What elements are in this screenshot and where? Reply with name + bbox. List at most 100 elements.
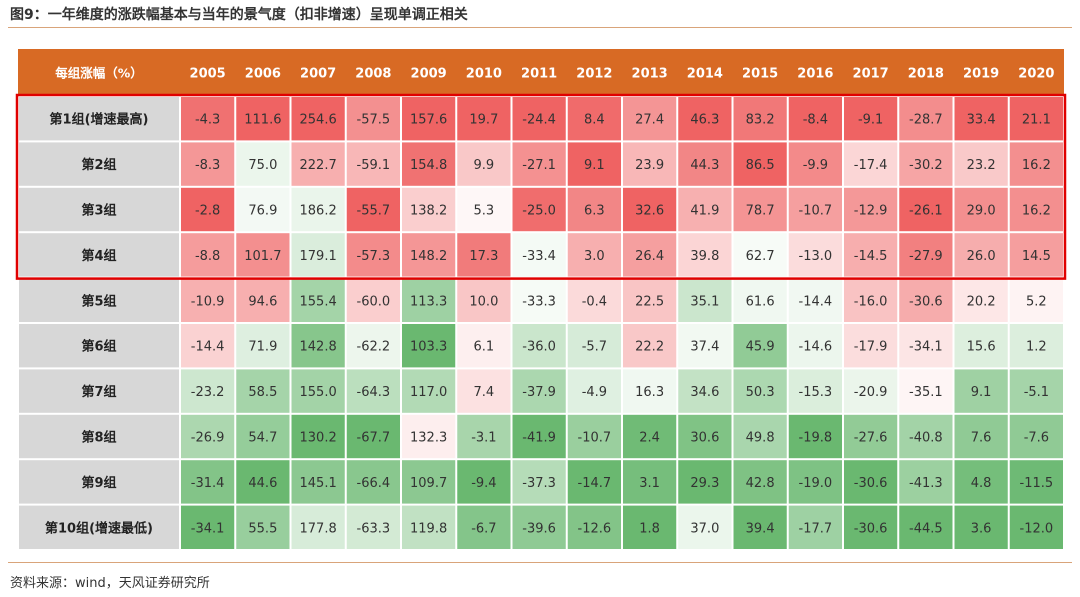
cell-value: 101.7 — [244, 249, 281, 264]
cell-bg — [236, 460, 290, 504]
cell-bg — [733, 460, 787, 504]
cell-value: 7.4 — [474, 385, 495, 400]
cell-value: 117.0 — [410, 385, 447, 400]
cell-value: 17.3 — [469, 249, 498, 264]
cell-value: 155.4 — [300, 294, 337, 309]
cell-bg — [346, 324, 400, 368]
cell-bg — [733, 369, 787, 413]
cell-value: -10.7 — [578, 431, 612, 446]
year-header-2010: 2010 — [466, 67, 502, 82]
cell-value: 6.1 — [474, 340, 495, 355]
cell-value: -33.4 — [522, 249, 556, 264]
cell-value: 179.1 — [300, 249, 337, 264]
cell-bg — [402, 233, 456, 277]
year-header-2012: 2012 — [576, 67, 612, 82]
cell-bg — [788, 414, 842, 459]
cell-value: 35.1 — [690, 294, 719, 309]
cell-value: -14.5 — [854, 249, 888, 264]
cell-bg — [733, 142, 787, 186]
cell-value: -34.1 — [191, 521, 225, 536]
cell-value: 138.2 — [410, 204, 447, 219]
cell-value: -8.3 — [195, 158, 220, 173]
cell-value: 3.0 — [584, 249, 605, 264]
cell-bg — [678, 414, 732, 459]
cell-value: 22.2 — [635, 340, 664, 355]
cell-value: 10.0 — [469, 294, 498, 309]
cell-value: -9.9 — [803, 158, 828, 173]
cell-bg — [567, 97, 621, 141]
cell-bg — [733, 97, 787, 141]
cell-bg — [954, 505, 1008, 549]
cell-bg — [457, 460, 511, 504]
cell-value: 157.6 — [410, 113, 447, 128]
cell-bg — [788, 505, 842, 549]
cell-value: 3.1 — [639, 476, 660, 491]
cell-bg — [567, 187, 621, 232]
cell-bg — [291, 505, 345, 549]
cell-bg — [291, 324, 345, 368]
cell-bg — [788, 233, 842, 277]
cell-bg — [1009, 187, 1063, 232]
cell-value: 132.3 — [410, 431, 447, 446]
row-label-bg — [19, 324, 179, 368]
year-header-2018: 2018 — [908, 67, 944, 82]
cell-value: 39.4 — [746, 521, 775, 536]
cell-value: -37.3 — [522, 476, 556, 491]
cell-value: 26.4 — [635, 249, 664, 264]
cell-bg — [236, 97, 290, 141]
cell-value: -27.1 — [522, 158, 556, 173]
row-label-bg — [19, 414, 179, 459]
cell-value: -9.1 — [858, 113, 883, 128]
cell-bg — [291, 278, 345, 322]
cell-bg — [899, 97, 953, 141]
cell-value: -5.7 — [582, 340, 607, 355]
cell-bg — [733, 324, 787, 368]
cell-bg — [567, 369, 621, 413]
cell-bg — [236, 233, 290, 277]
cell-bg — [236, 187, 290, 232]
cell-value: 49.8 — [746, 431, 775, 446]
highlight-box — [15, 93, 1067, 280]
cell-value: -14.4 — [799, 294, 833, 309]
cell-value: -9.4 — [471, 476, 496, 491]
cell-bg — [402, 460, 456, 504]
cell-value: -15.3 — [799, 385, 833, 400]
top-rule — [8, 27, 1072, 28]
cell-value: 14.5 — [1022, 249, 1051, 264]
cell-value: -27.9 — [909, 249, 943, 264]
cell-bg — [678, 324, 732, 368]
year-header-2020: 2020 — [1018, 67, 1054, 82]
cell-value: -5.1 — [1024, 385, 1049, 400]
cell-value: 177.8 — [300, 521, 337, 536]
cell-value: 61.6 — [746, 294, 775, 309]
cell-value: -8.8 — [195, 249, 220, 264]
cell-value: 254.6 — [300, 113, 337, 128]
cell-bg — [899, 233, 953, 277]
cell-bg — [678, 278, 732, 322]
cell-bg — [181, 97, 235, 141]
cell-value: 58.5 — [248, 385, 277, 400]
cell-bg — [844, 414, 898, 459]
cell-bg — [181, 505, 235, 549]
cell-bg — [788, 142, 842, 186]
cell-value: 42.8 — [746, 476, 775, 491]
cell-value: 9.1 — [971, 385, 992, 400]
cell-value: 5.2 — [1026, 294, 1047, 309]
cell-bg — [512, 233, 566, 277]
cell-bg — [346, 278, 400, 322]
cell-value: 44.6 — [248, 476, 277, 491]
cell-bg — [623, 369, 677, 413]
cell-bg — [1009, 142, 1063, 186]
cell-value: -20.9 — [854, 385, 888, 400]
cell-value: -14.7 — [578, 476, 612, 491]
cell-value: 94.6 — [248, 294, 277, 309]
cell-value: 76.9 — [248, 204, 277, 219]
cell-bg — [844, 97, 898, 141]
cell-bg — [678, 142, 732, 186]
cell-bg — [402, 369, 456, 413]
cell-value: 8.4 — [584, 113, 605, 128]
cell-bg — [954, 324, 1008, 368]
cell-value: -19.0 — [799, 476, 833, 491]
cell-bg — [236, 278, 290, 322]
